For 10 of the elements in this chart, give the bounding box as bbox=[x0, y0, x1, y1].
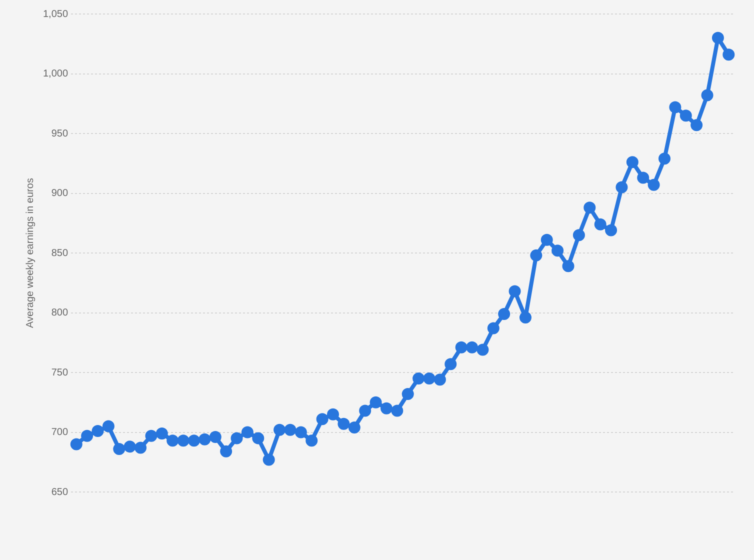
y-tick-label: 650 bbox=[51, 486, 68, 498]
y-tick-label: 750 bbox=[51, 367, 68, 378]
y-tick-label: 900 bbox=[51, 188, 68, 199]
y-axis-title: Average weekly earnings in euros bbox=[24, 178, 36, 328]
y-tick-label: 1,050 bbox=[42, 8, 68, 20]
y-tick-label: 1,000 bbox=[42, 68, 68, 80]
y-tick-label: 800 bbox=[51, 308, 68, 318]
y-tick-label: 700 bbox=[51, 427, 68, 438]
y-tick-label: 850 bbox=[51, 248, 68, 259]
y-tick-label: 950 bbox=[51, 128, 68, 140]
